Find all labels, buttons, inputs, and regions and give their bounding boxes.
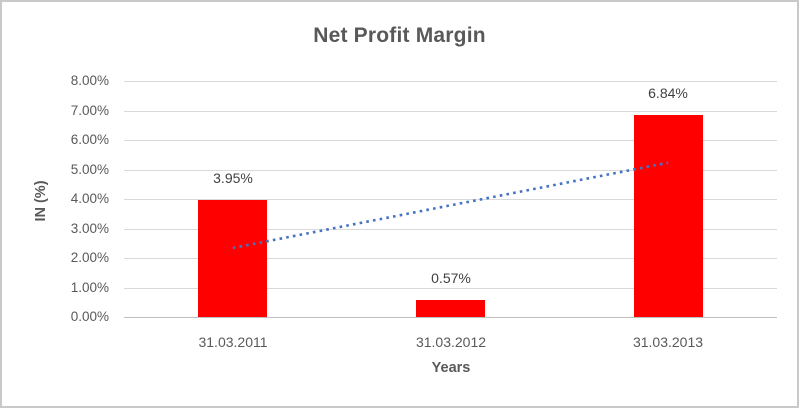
y-tick-label: 6.00% <box>70 132 109 147</box>
y-gridline <box>124 140 777 141</box>
x-axis-title: Years <box>431 360 471 376</box>
y-gridline <box>124 258 777 259</box>
y-gridline <box>124 81 777 82</box>
y-tick-label: 2.00% <box>70 250 109 265</box>
y-tick-label: 4.00% <box>70 191 109 206</box>
y-gridline <box>124 288 777 289</box>
trendline <box>232 161 669 250</box>
y-tick-label: 0.00% <box>70 309 109 324</box>
bar <box>198 200 267 317</box>
bar <box>416 300 485 317</box>
bar <box>634 115 703 317</box>
y-tick-label: 3.00% <box>70 221 109 236</box>
data-label: 3.95% <box>213 170 253 186</box>
y-tick-label: 8.00% <box>70 73 109 88</box>
y-tick-label: 1.00% <box>70 280 109 295</box>
y-tick-label: 5.00% <box>70 162 109 177</box>
x-tick-label: 31.03.2012 <box>415 334 487 350</box>
y-tick-label: 7.00% <box>70 103 109 118</box>
data-label: 0.57% <box>431 270 471 286</box>
x-axis-line <box>124 317 777 318</box>
data-label: 6.84% <box>648 85 688 101</box>
x-tick-label: 31.03.2011 <box>198 334 268 350</box>
chart-title: Net Profit Margin <box>313 24 486 47</box>
x-tick-label: 31.03.2013 <box>632 334 704 350</box>
y-gridline <box>124 111 777 112</box>
